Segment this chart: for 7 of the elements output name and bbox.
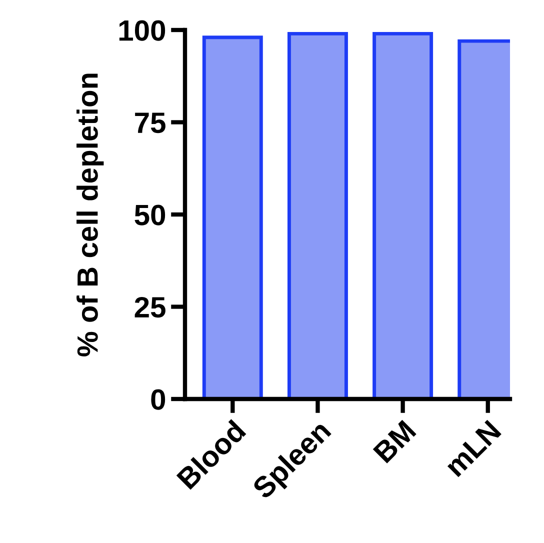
x-tick-label: BM [372,420,416,464]
y-tick-label: 100 [119,20,166,41]
y-tick-label: 50 [134,204,166,226]
y-tick-label: 0 [151,389,166,410]
y-axis-title: % of B cell depletion [76,74,104,356]
y-tick-label: 25 [134,296,166,318]
y-tick-label: 75 [135,112,166,134]
